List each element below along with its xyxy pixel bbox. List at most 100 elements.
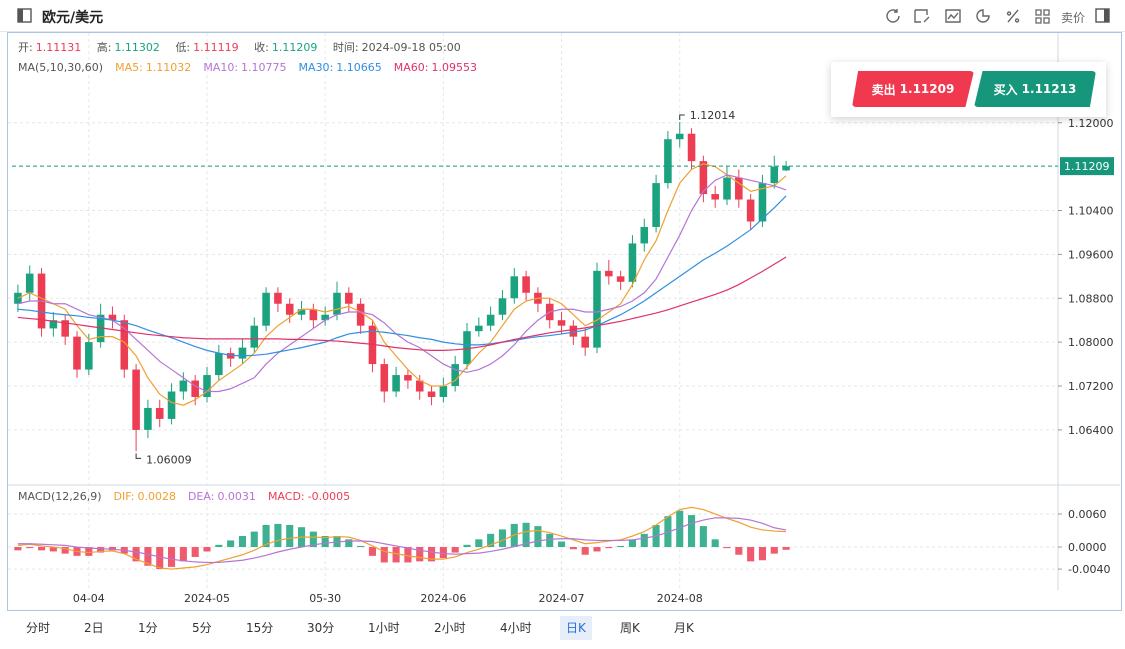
draw-icon[interactable] — [914, 9, 930, 23]
macd-bar — [179, 547, 187, 562]
period-button[interactable]: 分时 — [26, 621, 51, 635]
trade-panel: 卖出 1.11209 买入 1.11213 — [831, 62, 1106, 117]
macd-bar — [144, 547, 152, 566]
legend-title: MA(5,10,30,60) — [18, 61, 104, 74]
legend-name: MACD — [268, 490, 305, 503]
sidebar-icon[interactable] — [1095, 8, 1111, 24]
refresh-icon[interactable] — [886, 9, 900, 23]
candle-body — [309, 309, 318, 321]
macd-bar — [558, 541, 566, 548]
y-tick-label: 1.12000 — [1068, 117, 1114, 130]
candle-body — [120, 320, 129, 370]
min-label: 1.06009 — [146, 453, 192, 466]
candle-body — [664, 139, 672, 184]
macd-bar — [770, 547, 778, 554]
period-button[interactable]: 日K — [560, 616, 592, 640]
candle-body — [640, 226, 649, 244]
close-value: 1.11209 — [271, 41, 318, 54]
macd-line — [17, 517, 787, 564]
candle-body — [14, 292, 22, 304]
period-button[interactable]: 2日 — [84, 621, 104, 635]
legend-name: MA30 — [299, 61, 334, 74]
macd-line — [17, 506, 787, 570]
macd-bar — [368, 547, 376, 556]
layout-icon[interactable] — [1035, 9, 1050, 24]
macd-bar — [14, 547, 22, 551]
time-label: 时间: — [332, 41, 359, 54]
macd-bar — [617, 545, 625, 548]
candle-body — [61, 320, 69, 337]
macd-bar — [416, 547, 424, 562]
macd-bar — [250, 531, 258, 548]
macd-bar — [357, 545, 365, 548]
period-button[interactable]: 4小时 — [500, 621, 532, 635]
macd-bar — [688, 515, 696, 548]
candle-body — [782, 166, 790, 171]
candle-body — [321, 314, 329, 321]
last-price-label: 1.11209 — [1064, 160, 1110, 173]
ma-line — [17, 163, 787, 406]
period-button[interactable]: 月K — [674, 621, 694, 635]
macd-bar — [132, 547, 140, 562]
candle-body — [215, 353, 223, 376]
macd-bar — [227, 540, 235, 548]
panel-icon[interactable] — [17, 8, 33, 24]
x-tick-label: 2024-07 — [539, 592, 585, 605]
period-button[interactable]: 1小时 — [368, 621, 400, 635]
candle-body — [758, 183, 767, 222]
candle-body — [605, 270, 613, 277]
macd-bar — [262, 525, 270, 548]
candle-body — [297, 309, 306, 315]
min-marker — [135, 453, 142, 459]
sell-button[interactable]: 卖出 1.11209 — [852, 71, 974, 107]
candle-body — [49, 320, 58, 329]
period-button[interactable]: 2小时 — [434, 621, 466, 635]
sell-label: 卖出 — [871, 82, 896, 97]
macd-bar — [711, 539, 719, 548]
macd-bar — [676, 510, 684, 548]
open-value: 1.11131 — [35, 41, 82, 54]
candle-body — [262, 292, 270, 326]
macd-bar — [85, 547, 93, 556]
candle-body — [155, 407, 164, 419]
macd-bar — [203, 547, 211, 552]
candle-body — [203, 375, 211, 397]
legend-name: DIF — [114, 490, 135, 503]
macd-bar — [49, 547, 57, 552]
toolbar-icons — [886, 9, 1050, 24]
period-button[interactable]: 30分 — [307, 621, 335, 635]
candle-body — [427, 391, 436, 397]
ma-line — [17, 195, 787, 357]
candle-body — [498, 298, 507, 315]
macd-bar — [758, 547, 766, 561]
indicator-icon[interactable] — [945, 9, 961, 23]
macd-bar — [593, 547, 601, 552]
macd-bar — [581, 547, 589, 555]
y-tick-label: 1.10400 — [1068, 205, 1114, 218]
buy-button[interactable]: 买入 1.11213 — [974, 71, 1096, 107]
period-button[interactable]: 周K — [620, 621, 640, 635]
macd-bar — [498, 529, 506, 548]
percent-icon[interactable] — [1006, 9, 1020, 23]
candle-body — [593, 270, 601, 348]
buy-price: 1.11213 — [1021, 82, 1077, 96]
macd-bar — [475, 539, 483, 548]
high-value: 1.11302 — [114, 41, 160, 54]
macd-bar — [640, 533, 648, 548]
macd-legend: MACD(12,26,9) DIF0.0028 DEA0.0031 MACD-0.00… — [18, 490, 362, 503]
candle-body — [345, 292, 353, 304]
candle-body — [711, 194, 719, 200]
candle-body — [85, 342, 93, 370]
period-button[interactable]: 15分 — [246, 621, 274, 635]
x-tick-label: 05-30 — [309, 592, 341, 605]
macd-bar — [392, 547, 400, 563]
period-button[interactable]: 5分 — [192, 621, 212, 635]
pie-icon[interactable] — [976, 9, 990, 23]
buy-label: 买入 — [993, 82, 1018, 97]
ma-line — [17, 256, 787, 351]
ohlc-info: 开: 1.11131 高: 1.11302 低: 1.11119 收: 1.11209 … — [18, 39, 464, 55]
period-button[interactable]: 1分 — [138, 621, 158, 635]
candle-body — [616, 276, 625, 282]
price-toggle[interactable]: 卖价 — [1061, 11, 1086, 25]
